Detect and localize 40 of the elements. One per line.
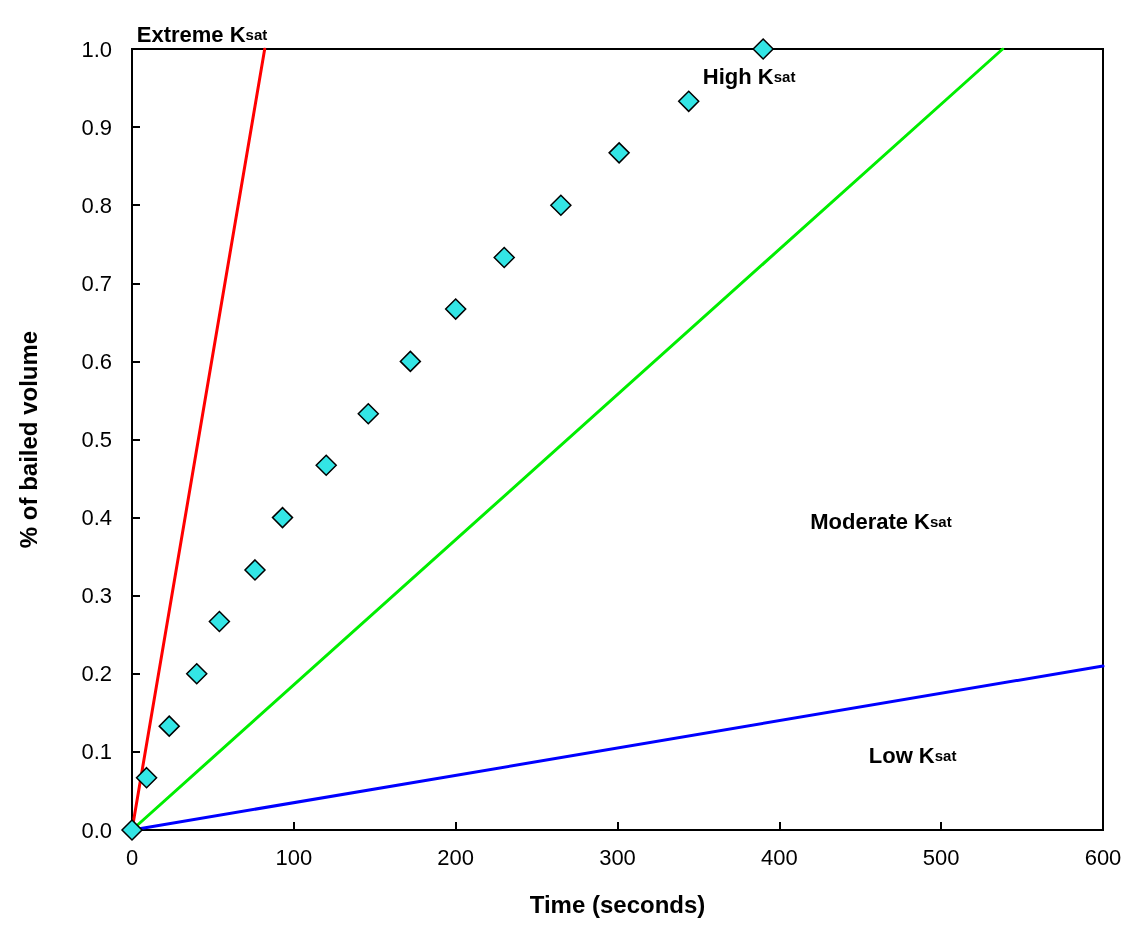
- y-tick-label: 0.2: [81, 661, 112, 687]
- y-tick-label: 0.5: [81, 427, 112, 452]
- point: [550, 194, 572, 216]
- x-axis-title: Time (seconds): [529, 890, 706, 918]
- point: [608, 142, 630, 164]
- y-tick-label: 0.6: [81, 348, 112, 374]
- y-tick-label: 1.0: [81, 36, 112, 62]
- point: [315, 454, 337, 477]
- annotation: Moderate Ksat: [810, 509, 952, 535]
- x-tick-label: 600: [1084, 844, 1122, 870]
- x-tick-label: 0: [125, 844, 139, 870]
- point: [158, 715, 180, 737]
- point: [121, 819, 143, 841]
- x-tick-label: 200: [437, 844, 475, 870]
- point: [271, 506, 294, 529]
- point: [677, 90, 700, 113]
- y-tick-label: 0.8: [81, 192, 112, 218]
- x-tick-label: 300: [599, 844, 636, 870]
- y-axis-title: % of bailed volume: [14, 330, 42, 549]
- y-tick-label: 0.0: [81, 817, 112, 843]
- y-tick-label: 0.9: [81, 114, 112, 140]
- annotation: High Ksat: [702, 63, 796, 89]
- point: [752, 38, 774, 60]
- y-tick-label: 0.4: [81, 505, 112, 531]
- point: [444, 298, 467, 320]
- annotation: Low Ksat: [868, 743, 957, 769]
- x-tick-label: 400: [760, 844, 798, 870]
- y-tick-label: 0.3: [81, 583, 112, 609]
- text: Extreme Ksat: [136, 21, 268, 47]
- x-tick-label: 100: [275, 844, 313, 870]
- point: [208, 610, 231, 633]
- y-tick-label: 0.1: [81, 739, 112, 765]
- y-tick-label: 0.7: [81, 270, 112, 296]
- point: [135, 766, 158, 789]
- point: [357, 402, 380, 425]
- x-tick-label: 500: [922, 844, 960, 870]
- point: [185, 663, 208, 685]
- point: [244, 559, 266, 581]
- point: [493, 246, 515, 269]
- point: [399, 350, 422, 373]
